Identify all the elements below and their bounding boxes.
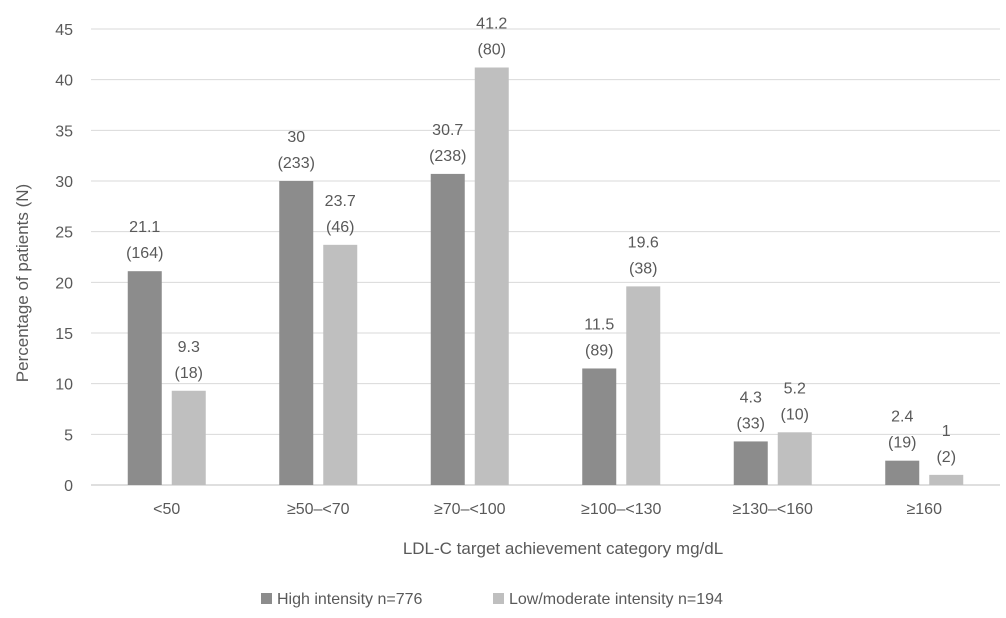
data-label-count: (89): [585, 342, 613, 359]
data-label-value: 23.7: [325, 193, 356, 210]
data-labels: 21.1 (164) 9.3 (18) 30 (233) 23.7 (46) 30.7 (238)…: [126, 16, 956, 466]
data-label-count: (38): [629, 260, 657, 277]
data-label-count: (18): [175, 365, 203, 382]
data-label-count: (164): [126, 245, 163, 262]
data-label-value: 21.1: [129, 219, 160, 236]
legend-label: High intensity n=776: [277, 591, 423, 608]
legend: High intensity n=776 Low/moderate intensi…: [261, 591, 723, 608]
y-tick-label: 5: [64, 427, 73, 444]
y-tick-label: 15: [55, 326, 73, 343]
bar: [777, 432, 812, 485]
data-label-count: (46): [326, 219, 354, 236]
y-axis-title: Percentage of patients (N): [13, 184, 32, 382]
y-tick-label: 20: [55, 275, 73, 292]
y-tick-label: 25: [55, 225, 73, 242]
legend-label: Low/moderate intensity n=194: [509, 591, 723, 608]
legend-swatch: [493, 593, 504, 604]
bar: [430, 173, 465, 485]
data-label-value: 30: [287, 129, 305, 146]
bar: [323, 244, 358, 485]
bars: [127, 67, 964, 486]
y-axis-ticks: 0 5 10 15 20 25 30 35 40 45: [55, 22, 73, 495]
x-tick-label: <50: [153, 501, 180, 518]
bar: [885, 460, 920, 485]
bar: [474, 67, 509, 486]
bar: [929, 474, 964, 485]
data-label-count: (10): [781, 406, 809, 423]
data-label-value: 1: [942, 423, 951, 440]
x-tick-label: ≥70–<100: [434, 501, 506, 518]
data-label-value: 30.7: [432, 122, 463, 139]
data-label-count: (33): [737, 415, 765, 432]
y-tick-label: 45: [55, 22, 73, 39]
data-label-count: (2): [936, 449, 956, 466]
x-tick-label: ≥130–<160: [733, 501, 814, 518]
data-label-value: 9.3: [178, 339, 200, 356]
gridlines: [91, 28, 1000, 486]
y-tick-label: 10: [55, 377, 73, 394]
x-tick-label: ≥160: [907, 501, 943, 518]
bar: [582, 368, 617, 485]
x-axis-ticks: <50 ≥50–<70 ≥70–<100 ≥100–<130 ≥130–<160 ≥160: [153, 501, 942, 518]
bar: [733, 441, 768, 485]
data-label-count: (19): [888, 435, 916, 452]
data-label-value: 19.6: [628, 234, 659, 251]
data-label-count: (80): [478, 42, 506, 59]
x-tick-label: ≥50–<70: [287, 501, 350, 518]
bar: [279, 181, 314, 485]
y-tick-label: 40: [55, 73, 73, 90]
bar: [626, 286, 661, 485]
data-label-value: 41.2: [476, 16, 507, 33]
data-label-value: 11.5: [584, 316, 614, 333]
x-tick-label: ≥100–<130: [581, 501, 662, 518]
data-label-value: 2.4: [891, 409, 913, 426]
bar: [127, 271, 162, 485]
bar: [171, 390, 206, 485]
x-axis-title: LDL-C target achievement category mg/dL: [403, 539, 723, 558]
data-label-value: 4.3: [740, 389, 762, 406]
data-label-count: (238): [429, 148, 466, 165]
y-tick-label: 35: [55, 123, 73, 140]
data-label-value: 5.2: [784, 380, 806, 397]
y-tick-label: 0: [64, 478, 73, 495]
legend-swatch: [261, 593, 272, 604]
data-label-count: (233): [278, 155, 315, 172]
y-tick-label: 30: [55, 174, 73, 191]
